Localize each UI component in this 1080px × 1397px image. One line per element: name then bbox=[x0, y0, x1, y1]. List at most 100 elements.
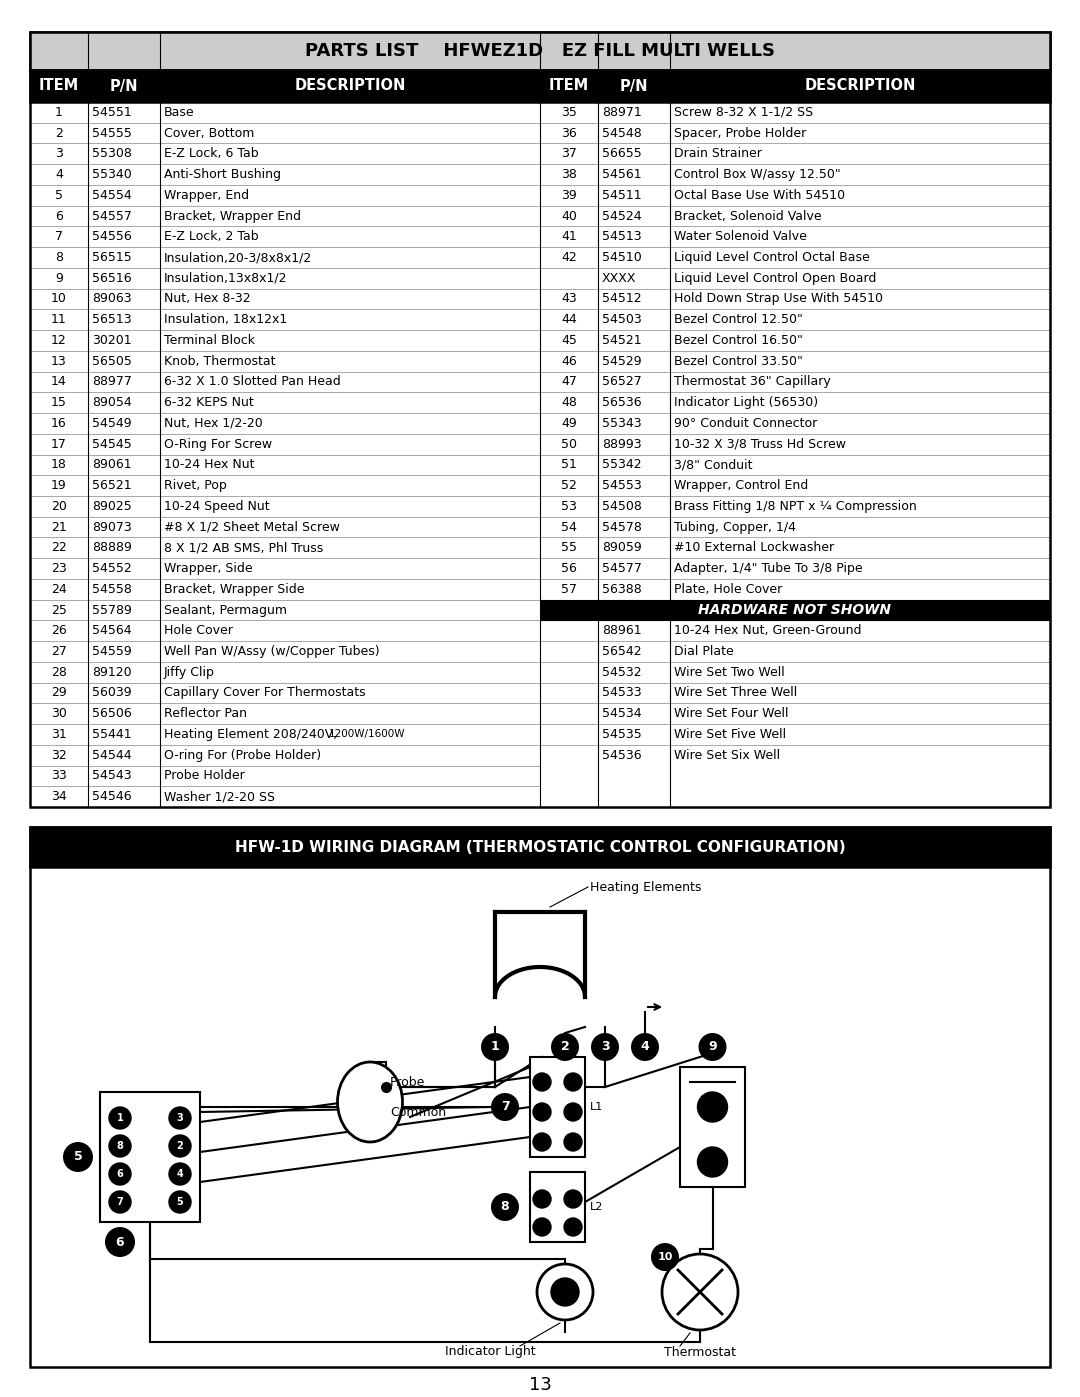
Text: 55441: 55441 bbox=[92, 728, 132, 740]
Text: 54: 54 bbox=[562, 521, 577, 534]
Text: Thermostat: Thermostat bbox=[664, 1345, 735, 1358]
Text: 56039: 56039 bbox=[92, 686, 132, 700]
Text: 32: 32 bbox=[51, 749, 67, 761]
Text: Nut, Hex 8-32: Nut, Hex 8-32 bbox=[164, 292, 251, 306]
Text: 13: 13 bbox=[528, 1376, 552, 1394]
Text: 30201: 30201 bbox=[92, 334, 132, 346]
Text: 54578: 54578 bbox=[602, 521, 642, 534]
Text: Control Box W/assy 12.50": Control Box W/assy 12.50" bbox=[674, 168, 840, 182]
Text: 10-24 Hex Nut: 10-24 Hex Nut bbox=[164, 458, 255, 471]
Circle shape bbox=[534, 1218, 551, 1236]
Circle shape bbox=[698, 1147, 728, 1178]
Text: 3/8" Conduit: 3/8" Conduit bbox=[674, 458, 753, 471]
Text: 6: 6 bbox=[117, 1169, 123, 1179]
Text: 14: 14 bbox=[51, 376, 67, 388]
Text: 41: 41 bbox=[562, 231, 577, 243]
Text: 3: 3 bbox=[600, 1041, 609, 1053]
Text: Liquid Level Control Open Board: Liquid Level Control Open Board bbox=[674, 272, 876, 285]
Text: Wrapper, Side: Wrapper, Side bbox=[164, 562, 253, 576]
Circle shape bbox=[481, 1032, 509, 1060]
Bar bbox=[530, 1172, 585, 1242]
Text: 9: 9 bbox=[708, 1041, 717, 1053]
Text: 89059: 89059 bbox=[602, 541, 642, 555]
Bar bbox=[30, 827, 1050, 868]
Text: 89025: 89025 bbox=[92, 500, 132, 513]
Circle shape bbox=[168, 1106, 191, 1129]
Text: HARDWARE NOT SHOWN: HARDWARE NOT SHOWN bbox=[699, 604, 891, 617]
Text: 54543: 54543 bbox=[92, 770, 132, 782]
Text: 54510: 54510 bbox=[602, 251, 642, 264]
Text: 56505: 56505 bbox=[92, 355, 132, 367]
Text: 15: 15 bbox=[51, 397, 67, 409]
Text: 55340: 55340 bbox=[92, 168, 132, 182]
Text: 88993: 88993 bbox=[602, 437, 642, 451]
Circle shape bbox=[63, 1141, 93, 1172]
Circle shape bbox=[105, 1227, 135, 1257]
Text: 88889: 88889 bbox=[92, 541, 132, 555]
Text: Adapter, 1/4" Tube To 3/8 Pipe: Adapter, 1/4" Tube To 3/8 Pipe bbox=[674, 562, 863, 576]
Text: 39: 39 bbox=[562, 189, 577, 201]
Text: 89061: 89061 bbox=[92, 458, 132, 471]
Text: 7: 7 bbox=[117, 1197, 123, 1207]
Text: 89120: 89120 bbox=[92, 666, 132, 679]
Text: 56506: 56506 bbox=[92, 707, 132, 721]
Text: 10-24 Speed Nut: 10-24 Speed Nut bbox=[164, 500, 270, 513]
Text: Liquid Level Control Octal Base: Liquid Level Control Octal Base bbox=[674, 251, 869, 264]
Text: 55343: 55343 bbox=[602, 416, 642, 430]
Text: 48: 48 bbox=[562, 397, 577, 409]
Text: Probe Holder: Probe Holder bbox=[164, 770, 245, 782]
Text: Base: Base bbox=[164, 106, 194, 119]
Text: 10-32 X 3/8 Truss Hd Screw: 10-32 X 3/8 Truss Hd Screw bbox=[674, 437, 846, 451]
Text: 20: 20 bbox=[51, 500, 67, 513]
Text: Wrapper, End: Wrapper, End bbox=[164, 189, 249, 201]
Text: E-Z Lock, 6 Tab: E-Z Lock, 6 Tab bbox=[164, 147, 258, 161]
Text: 38: 38 bbox=[562, 168, 577, 182]
Text: 88971: 88971 bbox=[602, 106, 642, 119]
Text: 18: 18 bbox=[51, 458, 67, 471]
Text: Screw 8-32 X 1-1/2 SS: Screw 8-32 X 1-1/2 SS bbox=[674, 106, 813, 119]
Text: 56521: 56521 bbox=[92, 479, 132, 492]
Text: Indicator Light (56530): Indicator Light (56530) bbox=[674, 397, 819, 409]
Bar bbox=[30, 827, 1050, 1368]
Text: 4: 4 bbox=[177, 1169, 184, 1179]
Text: 10: 10 bbox=[51, 292, 67, 306]
Text: 17: 17 bbox=[51, 437, 67, 451]
Text: 54549: 54549 bbox=[92, 416, 132, 430]
Text: 88961: 88961 bbox=[602, 624, 642, 637]
Text: 90° Conduit Connector: 90° Conduit Connector bbox=[674, 416, 818, 430]
Ellipse shape bbox=[337, 1062, 403, 1141]
Text: 54545: 54545 bbox=[92, 437, 132, 451]
Text: 4: 4 bbox=[55, 168, 63, 182]
Text: 54552: 54552 bbox=[92, 562, 132, 576]
Text: #8 X 1/2 Sheet Metal Screw: #8 X 1/2 Sheet Metal Screw bbox=[164, 521, 340, 534]
Text: Drain Strainer: Drain Strainer bbox=[674, 147, 761, 161]
Text: Heating Elements: Heating Elements bbox=[590, 880, 701, 894]
Circle shape bbox=[109, 1162, 131, 1185]
Text: 54554: 54554 bbox=[92, 189, 132, 201]
Text: Common: Common bbox=[390, 1105, 446, 1119]
Text: 54529: 54529 bbox=[602, 355, 642, 367]
Circle shape bbox=[534, 1073, 551, 1091]
Text: 54511: 54511 bbox=[602, 189, 642, 201]
Text: Wire Set Three Well: Wire Set Three Well bbox=[674, 686, 797, 700]
Text: 89063: 89063 bbox=[92, 292, 132, 306]
Text: PARTS LIST    HFWEZ1D   EZ FILL MULTI WELLS: PARTS LIST HFWEZ1D EZ FILL MULTI WELLS bbox=[305, 42, 775, 60]
Text: P/N: P/N bbox=[620, 78, 648, 94]
Text: Cover, Bottom: Cover, Bottom bbox=[164, 127, 255, 140]
Text: Bracket, Wrapper Side: Bracket, Wrapper Side bbox=[164, 583, 305, 595]
Text: 54564: 54564 bbox=[92, 624, 132, 637]
Circle shape bbox=[551, 1278, 579, 1306]
Bar bbox=[30, 70, 1050, 102]
Text: 54577: 54577 bbox=[602, 562, 642, 576]
Text: 16: 16 bbox=[51, 416, 67, 430]
Circle shape bbox=[564, 1133, 582, 1151]
Text: 54555: 54555 bbox=[92, 127, 132, 140]
Text: P/N: P/N bbox=[110, 78, 138, 94]
Text: 54521: 54521 bbox=[602, 334, 642, 346]
Text: 23: 23 bbox=[51, 562, 67, 576]
Circle shape bbox=[168, 1192, 191, 1213]
Text: 1: 1 bbox=[117, 1113, 123, 1123]
Text: L1: L1 bbox=[590, 1102, 604, 1112]
Text: 9: 9 bbox=[55, 272, 63, 285]
Text: 54551: 54551 bbox=[92, 106, 132, 119]
